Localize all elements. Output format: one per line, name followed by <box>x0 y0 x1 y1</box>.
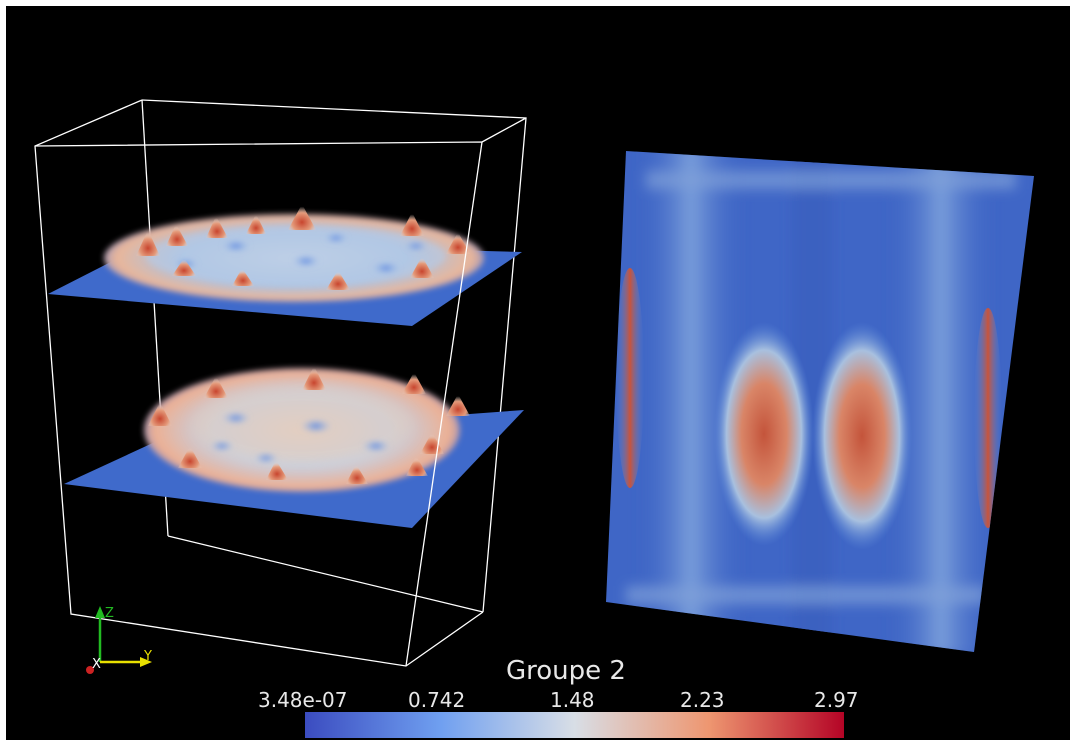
outline-box <box>141 99 527 613</box>
lower-slice <box>64 366 524 528</box>
colorbar-title: Groupe 2 <box>506 656 626 686</box>
colorbar-tick-1: 0.742 <box>408 688 466 712</box>
scene-canvas[interactable]: Z Y X <box>6 6 1070 740</box>
colorbar-tick-3: 2.23 <box>680 688 725 712</box>
orientation-axes: Z Y X <box>86 606 152 674</box>
axis-z-label: Z <box>105 606 114 621</box>
upper-slice <box>48 204 522 326</box>
vertical-slice <box>606 151 1034 652</box>
colorbar-tick-2: 1.48 <box>550 688 595 712</box>
colorbar-tick-max: 2.97 <box>814 688 859 712</box>
outline-box-front <box>34 99 527 667</box>
axis-y-label: Y <box>143 649 152 664</box>
colorbar-tick-min: 3.48e-07 <box>258 688 348 712</box>
axis-x-label: X <box>92 657 101 672</box>
3d-viewport[interactable]: Z Y X <box>6 6 1070 740</box>
colorbar-gradient <box>305 712 844 738</box>
